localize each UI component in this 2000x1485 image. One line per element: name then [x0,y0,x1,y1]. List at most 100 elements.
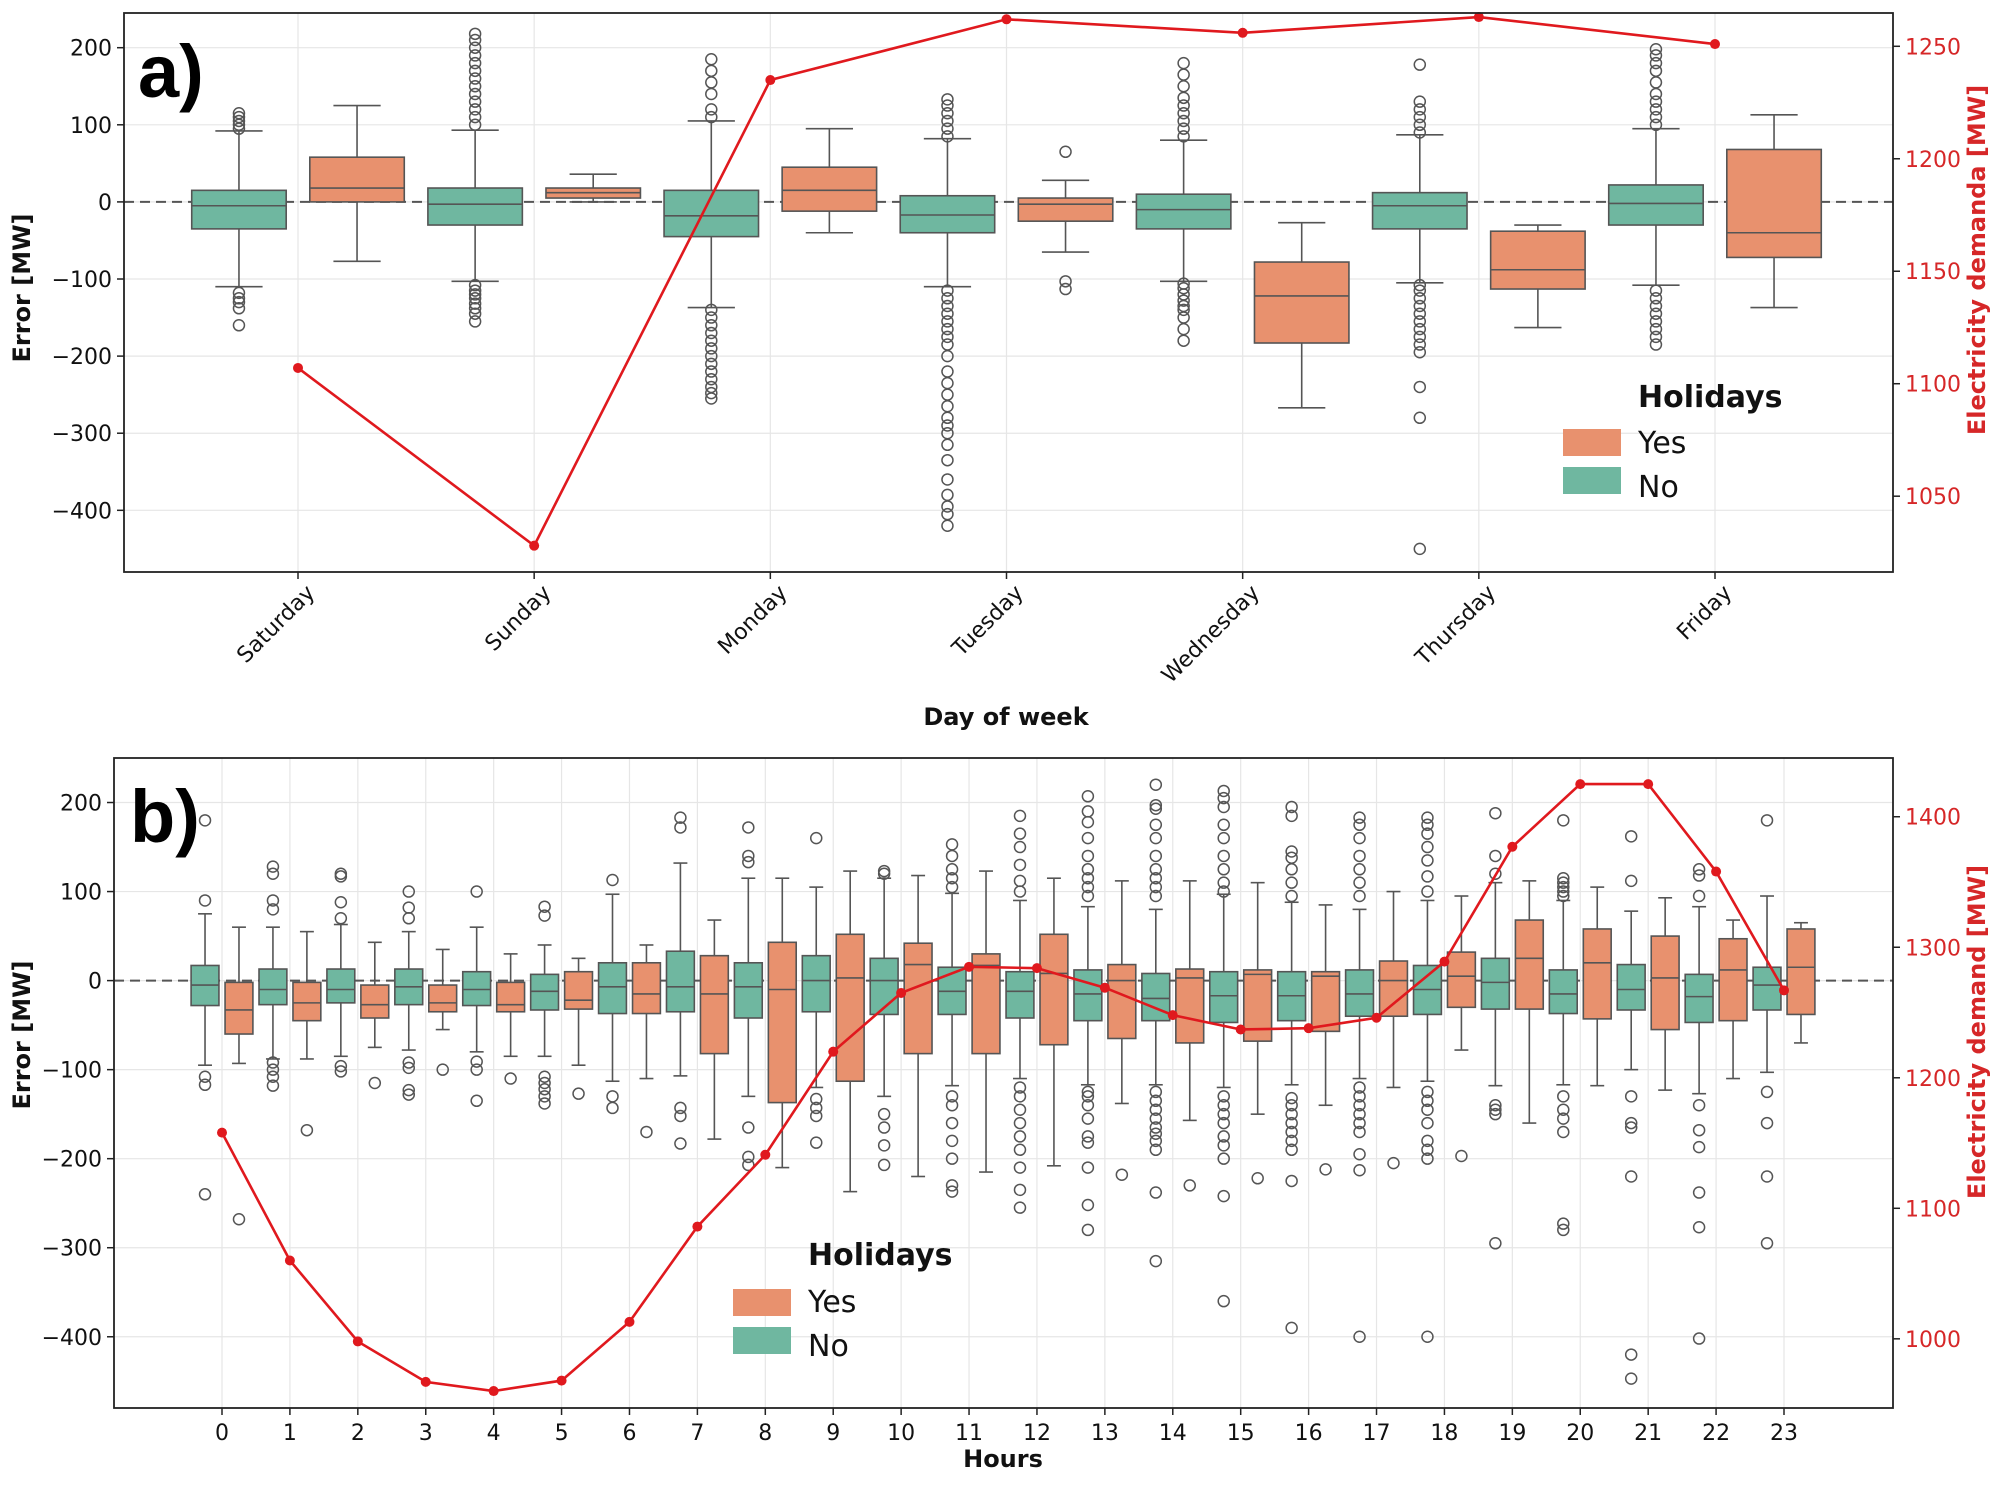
outlier-point [941,299,954,313]
right-y-tick-label: 1250 [1905,35,1961,60]
outlier-point [1217,1139,1230,1152]
demand-point [896,987,907,998]
outlier-point [1649,322,1663,336]
outlier-point [1624,830,1638,843]
demand-point [284,1255,295,1266]
outlier-point [809,1109,823,1123]
outlier-point [606,1090,619,1103]
box-body [258,968,288,1006]
panel-a-boxes [190,27,1823,556]
outlier-point [945,863,959,876]
outlier-point [1649,118,1663,132]
x-tick-label: Wednesday [1157,581,1265,689]
outlier-point [1013,1116,1027,1130]
y-tick-label: 200 [60,792,102,817]
y-tick-label: −400 [42,1326,102,1351]
box-body [326,968,356,1004]
box-yes-20 [1582,886,1612,1087]
box-body [597,961,628,1015]
outlier-point [941,315,954,328]
outlier-point [1217,1130,1230,1143]
outlier-point [1177,277,1190,290]
panel-a-x-ticks: Saturday Sunday Monday Tuesday Wednesday Thur… [232,572,1737,688]
outlier-point [1013,1090,1027,1103]
outlier-point [1557,1112,1570,1125]
outlier-point [1183,1179,1197,1192]
box-yes-3 [427,948,458,1076]
outlier-point [468,103,482,116]
outlier-point [705,87,718,101]
outlier-point [402,901,416,914]
box-no-13 [1073,790,1103,1237]
box-yes-8 [767,877,798,1169]
outlier-point [1285,1134,1298,1148]
outlier-point [941,284,954,297]
outlier-point [1421,1330,1434,1344]
outlier-point [1413,110,1427,124]
box-yes-Friday [1726,113,1823,309]
outlier-point [1624,1116,1638,1130]
outlier-point [538,900,551,913]
outlier-point [1421,885,1434,898]
outlier-point [1649,338,1663,351]
outlier-point [705,342,718,355]
box-body [1017,197,1114,222]
panel-b-legend: Holidays Yes No [733,1238,953,1364]
demand-point [529,540,540,551]
outlier-point [470,885,483,898]
x-tick-label: 11 [955,1421,983,1446]
box-yes-16 [1310,904,1341,1176]
outlier-point [538,1076,551,1090]
outlier-point [1413,307,1427,320]
outlier-point [1013,1161,1027,1174]
box-body [903,942,933,1055]
box-no-Thursday [1371,58,1468,556]
outlier-point [1177,334,1190,347]
box-yes-22 [1718,919,1748,1080]
outlier-point [1013,1103,1027,1116]
outlier-point [468,56,482,70]
outlier-point [1649,284,1663,297]
box-yes-11 [971,870,1001,1173]
outlier-point [1353,849,1366,863]
outlier-point [1413,338,1427,351]
x-tick-label: 1 [283,1421,297,1446]
demand-point [1643,779,1654,790]
outlier-point [1557,1217,1570,1230]
outlier-point [334,912,348,925]
box-no-16 [1276,800,1307,1335]
outlier-point [1760,1116,1774,1130]
outlier-point [470,1055,483,1068]
outlier-point [1081,1198,1095,1212]
outlier-point [1489,806,1502,820]
box-body [1752,966,1782,1011]
outlier-point [941,114,954,128]
box-no-3 [394,885,424,1101]
box-body [563,970,594,1010]
outlier-point [742,1158,755,1172]
box-body [1039,933,1069,1046]
box-body [1718,937,1748,1022]
outlier-point [1421,818,1434,832]
outlier-point [468,297,482,310]
outlier-point [1149,871,1163,885]
outlier-point [674,1101,687,1115]
box-yes-1 [292,930,322,1137]
panel-b-legend-title: Holidays [808,1238,953,1273]
outlier-point [1081,805,1095,818]
outlier-point [1217,791,1230,805]
outlier-point [877,1121,891,1134]
outlier-point [1353,876,1366,889]
outlier-point [468,41,482,54]
box-body [427,187,524,226]
box-yes-17 [1378,890,1409,1170]
box-no-6 [597,873,628,1115]
outlier-point [1353,1125,1366,1139]
panel-b-right-y-axis-label: Electricity demand [MW] [1963,865,1991,1199]
y-tick-label: −300 [52,422,112,447]
outlier-point [1217,849,1230,863]
outlier-point [941,473,954,486]
outlier-point [1624,1348,1638,1361]
outlier-point [705,303,718,317]
outlier-point [606,873,619,887]
